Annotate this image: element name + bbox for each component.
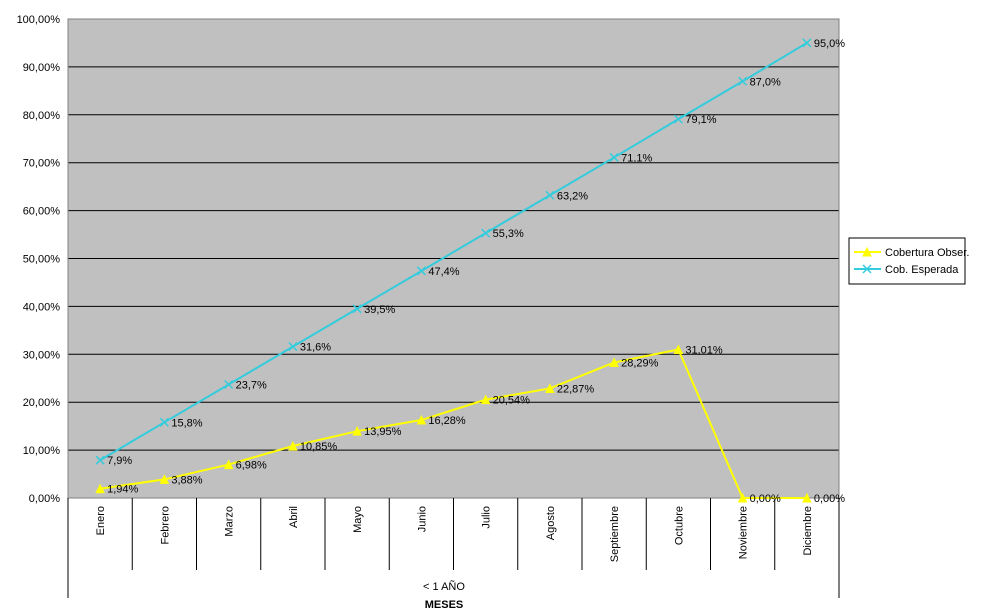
data-label: 7,9% (107, 455, 132, 467)
data-label: 6,98% (236, 460, 267, 472)
y-tick-label: 100,00% (17, 14, 61, 26)
data-point (95, 483, 105, 494)
data-label: 55,3% (493, 228, 524, 240)
data-point (416, 266, 426, 276)
x-tick-label: Agosto (545, 506, 557, 540)
data-point-stroke (224, 379, 234, 390)
data-point-stroke (609, 152, 619, 162)
data-point (802, 38, 812, 48)
data-point (95, 455, 105, 465)
data-label: 47,4% (428, 266, 459, 278)
data-label: 13,95% (364, 426, 402, 438)
data-label: 79,1% (685, 114, 716, 126)
data-point (673, 344, 684, 354)
data-point-stroke (95, 455, 105, 465)
data-point-stroke (481, 228, 491, 238)
x-tick-label: Marzo (224, 506, 236, 537)
data-label: 15,8% (171, 417, 202, 429)
legend: Cobertura Obser. Cob. Esperada (848, 237, 969, 285)
data-label: 31,6% (300, 342, 331, 354)
data-point (352, 304, 362, 314)
data-point (480, 394, 491, 405)
group-label: < 1 AÑO (423, 580, 465, 593)
data-point (609, 357, 619, 367)
x-tick-label: Enero (95, 506, 107, 535)
series-1: 1,94% 3,88% 6,98% 10,85% 13,95% 16,28% 20,54% 2… (95, 344, 845, 505)
data-point (737, 492, 748, 503)
legend-label: Cobertura Obser. (885, 247, 969, 259)
y-tick-label: 90,00% (23, 62, 61, 74)
data-label: 87,0% (750, 76, 781, 88)
data-label: 1,94% (107, 484, 138, 496)
legend-marker (862, 246, 872, 257)
x-tick-label: Septiembre (609, 506, 621, 562)
legend-marker (862, 264, 872, 274)
x-tick-label: Mayo (352, 506, 364, 533)
data-point (609, 152, 619, 162)
data-point-stroke (352, 304, 362, 314)
y-tick-label: 0,00% (29, 493, 60, 505)
y-tick-label: 40,00% (23, 301, 61, 313)
data-point (159, 474, 170, 484)
y-tick-label: 60,00% (23, 206, 61, 218)
data-label: 16,28% (428, 415, 466, 427)
data-label: 3,88% (171, 474, 202, 486)
data-point (223, 459, 234, 470)
data-point (481, 228, 491, 238)
data-label: 0,00% (750, 493, 781, 505)
data-point (738, 76, 748, 86)
data-label: 63,2% (557, 190, 588, 202)
x-tick-label: Diciembre (802, 506, 814, 556)
data-point-stroke (416, 266, 426, 276)
legend-item: Cobertura Obser. (854, 246, 969, 259)
y-tick-label: 80,00% (23, 110, 61, 122)
data-point (224, 379, 234, 390)
y-tick-label: 20,00% (23, 397, 61, 409)
data-label: 0,00% (814, 493, 845, 505)
data-label: 39,5% (364, 304, 395, 316)
data-point (545, 190, 555, 200)
series-line (99, 348, 807, 499)
y-tick-label: 50,00% (23, 254, 61, 266)
series-line (99, 42, 808, 462)
data-label: 22,87% (557, 383, 595, 395)
x-tick-label: Octubre (673, 506, 685, 545)
data-point-stroke (545, 190, 555, 200)
y-tick-label: 10,00% (23, 445, 61, 457)
data-point-stroke (802, 38, 812, 48)
data-label: 10,85% (300, 441, 338, 453)
data-label: 28,29% (621, 357, 659, 369)
x-axis-title: MESES (425, 599, 464, 611)
data-label: 23,7% (236, 379, 267, 391)
legend-item: Cob. Esperada (854, 264, 959, 276)
data-point-stroke (159, 417, 169, 427)
data-point (416, 414, 427, 425)
data-point-stroke (673, 114, 683, 124)
x-tick-label: Febrero (159, 506, 171, 545)
legend-label: Cob. Esperada (885, 264, 959, 276)
data-point-stroke (738, 76, 748, 86)
data-point (673, 114, 683, 124)
x-tick-label: Julio (481, 506, 493, 529)
data-label: 31,01% (685, 344, 723, 356)
x-tick-label: Junio (416, 506, 428, 532)
data-point (545, 383, 555, 393)
series-2: 7,9% 15,8% 23,7% 31,6% 39,5% 47,4% 55,3% 63,2% 7… (95, 38, 845, 467)
y-tick-label: 30,00% (23, 349, 61, 361)
data-point-stroke (288, 342, 298, 352)
x-tick-label: Abril (288, 506, 300, 528)
y-tick-label: 70,00% (23, 158, 61, 170)
data-point (288, 342, 298, 352)
data-label: 71,1% (621, 152, 652, 164)
data-point (288, 440, 298, 451)
x-tick-label: Noviembre (738, 506, 750, 559)
data-point (352, 426, 362, 436)
data-point (159, 417, 169, 427)
legend-box (848, 237, 966, 285)
data-label: 20,54% (493, 395, 531, 407)
data-label: 95,0% (814, 38, 845, 50)
data-point (802, 492, 812, 503)
